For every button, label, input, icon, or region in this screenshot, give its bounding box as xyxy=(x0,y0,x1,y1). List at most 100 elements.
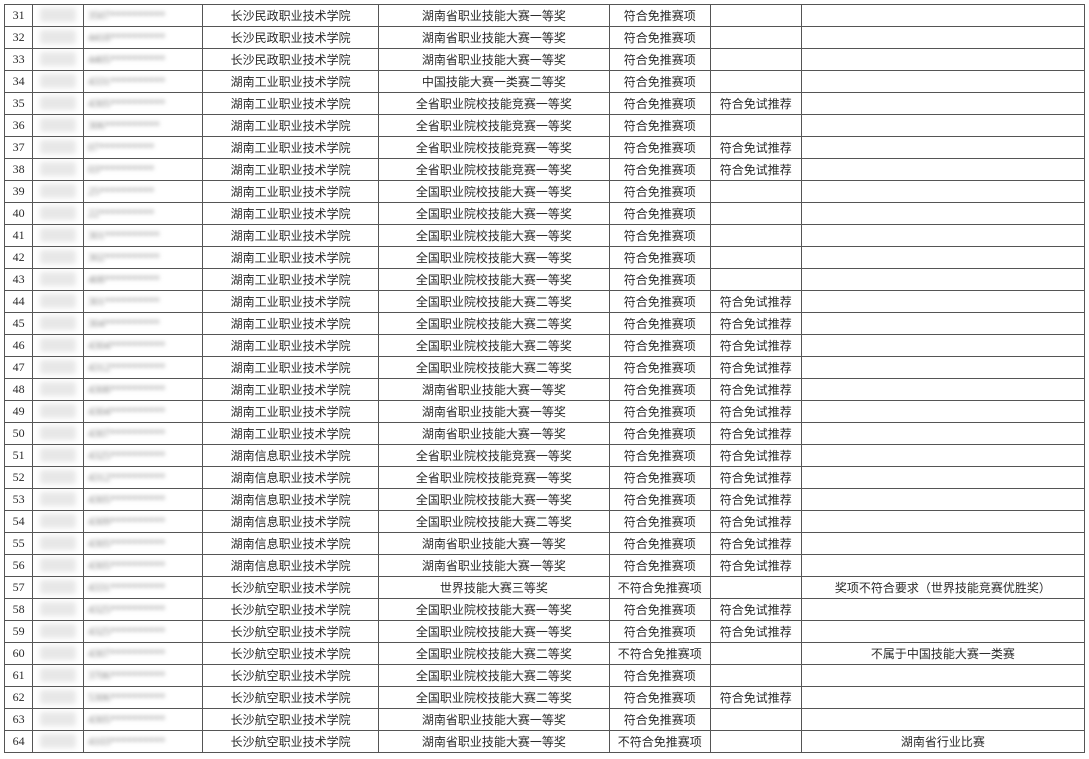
award-value: 中国技能大赛一类赛二等奖 xyxy=(422,75,566,89)
cell-flag2: 符合免试推荐 xyxy=(710,357,801,379)
cell-index: 31 xyxy=(5,5,33,27)
flag1-value: 不符合免推赛项 xyxy=(618,735,702,749)
redacted-name xyxy=(40,96,76,110)
award-value: 湖南省职业技能大赛一等奖 xyxy=(422,537,566,551)
flag1-value: 符合免推赛项 xyxy=(624,669,696,683)
award-value: 全国职业院校技能大赛一等奖 xyxy=(416,229,572,243)
cell-school: 长沙航空职业技术学院 xyxy=(203,687,379,709)
cell-id: 4418********** xyxy=(83,27,202,49)
redacted-name xyxy=(40,646,76,660)
id-prefix: 03 xyxy=(88,162,99,176)
cell-award: 全省职业院校技能竞赛一等奖 xyxy=(379,467,610,489)
cell-flag2: 符合免试推荐 xyxy=(710,489,801,511)
cell-school: 湖南工业职业技术学院 xyxy=(203,225,379,247)
award-value: 全国职业院校技能大赛二等奖 xyxy=(416,361,572,375)
cell-flag1: 符合免推赛项 xyxy=(609,115,710,137)
cell-school: 湖南工业职业技术学院 xyxy=(203,291,379,313)
index-value: 44 xyxy=(13,294,25,308)
cell-index: 62 xyxy=(5,687,33,709)
cell-index: 41 xyxy=(5,225,33,247)
award-value: 全国职业院校技能大赛一等奖 xyxy=(416,207,572,221)
cell-note xyxy=(801,291,1084,313)
table-row: 59 4325**********长沙航空职业技术学院全国职业院校技能大赛一等奖… xyxy=(5,621,1085,643)
cell-flag2: 符合免试推荐 xyxy=(710,313,801,335)
table-row: 47 4312**********湖南工业职业技术学院全国职业院校技能大赛二等奖… xyxy=(5,357,1085,379)
school-value: 湖南信息职业技术学院 xyxy=(231,515,351,529)
flag2-value: 符合免试推荐 xyxy=(720,141,792,155)
cell-name xyxy=(33,665,84,687)
cell-id: 4309********** xyxy=(83,511,202,533)
index-value: 63 xyxy=(13,712,25,726)
id-mask: ********** xyxy=(110,492,165,506)
cell-name xyxy=(33,599,84,621)
cell-name xyxy=(33,137,84,159)
cell-school: 湖南信息职业技术学院 xyxy=(203,445,379,467)
cell-flag1: 符合免推赛项 xyxy=(609,511,710,533)
redacted-name xyxy=(40,624,76,638)
id-prefix: 4305 xyxy=(88,96,110,110)
flag1-value: 符合免推赛项 xyxy=(624,405,696,419)
index-value: 51 xyxy=(13,448,25,462)
cell-index: 55 xyxy=(5,533,33,555)
table-row: 51 4325**********湖南信息职业技术学院全省职业院校技能竞赛一等奖… xyxy=(5,445,1085,467)
id-mask: ********** xyxy=(110,30,165,44)
school-value: 长沙航空职业技术学院 xyxy=(231,669,351,683)
cell-flag1: 符合免推赛项 xyxy=(609,313,710,335)
id-mask: ********** xyxy=(99,140,154,154)
cell-flag1: 符合免推赛项 xyxy=(609,357,710,379)
table-row: 48 4308**********湖南工业职业技术学院湖南省职业技能大赛一等奖符… xyxy=(5,379,1085,401)
id-mask: ********** xyxy=(110,712,165,726)
id-mask: ********** xyxy=(99,162,154,176)
id-prefix: 4103 xyxy=(88,734,110,748)
cell-school: 长沙航空职业技术学院 xyxy=(203,599,379,621)
award-value: 全国职业院校技能大赛二等奖 xyxy=(416,515,572,529)
table-row: 62 5306**********长沙航空职业技术学院全国职业院校技能大赛二等奖… xyxy=(5,687,1085,709)
school-value: 长沙航空职业技术学院 xyxy=(231,625,351,639)
redacted-name xyxy=(40,74,76,88)
id-mask: ********** xyxy=(104,118,159,132)
cell-flag1: 符合免推赛项 xyxy=(609,709,710,731)
cell-flag2: 符合免试推荐 xyxy=(710,621,801,643)
cell-index: 48 xyxy=(5,379,33,401)
cell-index: 39 xyxy=(5,181,33,203)
award-value: 全省职业院校技能竞赛一等奖 xyxy=(416,119,572,133)
cell-award: 全国职业院校技能大赛二等奖 xyxy=(379,511,610,533)
id-prefix: 22 xyxy=(88,206,99,220)
table-row: 42 302**********湖南工业职业技术学院全国职业院校技能大赛一等奖符… xyxy=(5,247,1085,269)
table-row: 31 3507**********长沙民政职业技术学院湖南省职业技能大赛一等奖符… xyxy=(5,5,1085,27)
cell-flag1: 符合免推赛项 xyxy=(609,621,710,643)
id-mask: ********** xyxy=(110,448,165,462)
cell-name xyxy=(33,401,84,423)
cell-school: 湖南工业职业技术学院 xyxy=(203,379,379,401)
cell-award: 全国职业院校技能大赛一等奖 xyxy=(379,599,610,621)
cell-name xyxy=(33,687,84,709)
cell-school: 湖南工业职业技术学院 xyxy=(203,71,379,93)
school-value: 湖南工业职业技术学院 xyxy=(231,317,351,331)
flag2-value: 符合免试推荐 xyxy=(720,339,792,353)
table-row: 43 408**********湖南工业职业技术学院全国职业院校技能大赛一等奖符… xyxy=(5,269,1085,291)
id-prefix: 4304 xyxy=(88,404,110,418)
cell-note xyxy=(801,423,1084,445)
redacted-name xyxy=(40,492,76,506)
cell-flag2 xyxy=(710,71,801,93)
cell-school: 湖南工业职业技术学院 xyxy=(203,247,379,269)
table-row: 39 25**********湖南工业职业技术学院全国职业院校技能大赛一等奖符合… xyxy=(5,181,1085,203)
cell-note xyxy=(801,93,1084,115)
school-value: 长沙航空职业技术学院 xyxy=(231,581,351,595)
id-prefix: 5306 xyxy=(88,690,110,704)
award-value: 全国职业院校技能大赛二等奖 xyxy=(416,691,572,705)
cell-name xyxy=(33,181,84,203)
cell-id: 4305********** xyxy=(83,709,202,731)
award-value: 湖南省职业技能大赛一等奖 xyxy=(422,735,566,749)
index-value: 32 xyxy=(13,30,25,44)
id-prefix: 408 xyxy=(88,272,105,286)
cell-school: 湖南工业职业技术学院 xyxy=(203,357,379,379)
cell-index: 37 xyxy=(5,137,33,159)
cell-name xyxy=(33,643,84,665)
cell-flag2 xyxy=(710,181,801,203)
cell-school: 湖南信息职业技术学院 xyxy=(203,533,379,555)
cell-id: 306********** xyxy=(83,115,202,137)
award-value: 湖南省职业技能大赛一等奖 xyxy=(422,53,566,67)
cell-name xyxy=(33,445,84,467)
award-value: 湖南省职业技能大赛一等奖 xyxy=(422,31,566,45)
